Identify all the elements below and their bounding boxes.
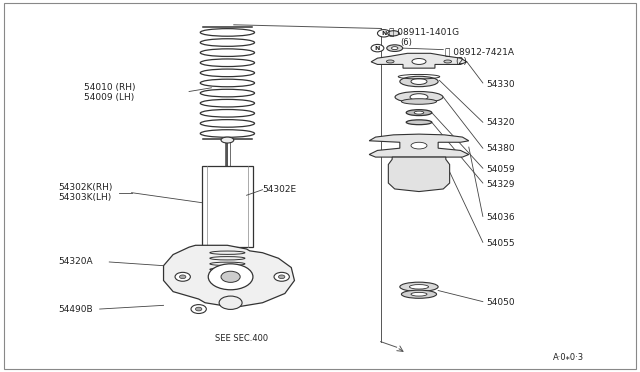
Ellipse shape (392, 46, 398, 49)
Circle shape (219, 296, 242, 310)
Ellipse shape (411, 292, 427, 296)
Polygon shape (371, 53, 467, 68)
Text: N: N (381, 31, 387, 36)
Text: A·0⁎0·3: A·0⁎0·3 (553, 353, 584, 362)
Text: 54380: 54380 (486, 144, 515, 153)
Text: 54490B: 54490B (58, 305, 93, 314)
Text: 54010 (RH): 54010 (RH) (84, 83, 135, 92)
Circle shape (278, 275, 285, 279)
Text: 54302K(RH): 54302K(RH) (58, 183, 113, 192)
Text: 54320A: 54320A (58, 257, 93, 266)
Text: SEE SEC.400: SEE SEC.400 (214, 334, 268, 343)
Ellipse shape (414, 111, 424, 114)
Circle shape (179, 275, 186, 279)
Text: 54303K(LH): 54303K(LH) (58, 193, 111, 202)
Text: 54050: 54050 (486, 298, 515, 307)
Ellipse shape (401, 99, 436, 104)
Ellipse shape (406, 110, 432, 116)
Circle shape (191, 305, 206, 314)
Ellipse shape (401, 290, 436, 298)
Text: 54009 (LH): 54009 (LH) (84, 93, 134, 102)
Ellipse shape (412, 58, 426, 64)
Ellipse shape (410, 285, 429, 289)
Ellipse shape (387, 60, 394, 63)
Text: 54036: 54036 (486, 213, 515, 222)
Text: (6): (6) (400, 38, 412, 47)
Circle shape (175, 272, 190, 281)
Ellipse shape (221, 137, 234, 143)
Ellipse shape (411, 78, 427, 84)
Text: 54055: 54055 (486, 239, 515, 248)
Polygon shape (164, 245, 294, 307)
Text: 54330: 54330 (486, 80, 515, 89)
Text: N: N (375, 46, 380, 51)
Ellipse shape (410, 94, 428, 100)
Text: 54059: 54059 (486, 165, 515, 174)
Ellipse shape (400, 76, 438, 87)
Text: ⓓ 08912-7421A: ⓓ 08912-7421A (445, 47, 513, 56)
Ellipse shape (388, 31, 399, 36)
Ellipse shape (400, 282, 438, 291)
Polygon shape (369, 134, 468, 157)
Text: 54329: 54329 (486, 180, 515, 189)
Ellipse shape (387, 45, 403, 51)
Circle shape (274, 272, 289, 281)
Ellipse shape (444, 60, 452, 63)
Text: 54302E: 54302E (262, 185, 297, 194)
Circle shape (378, 30, 390, 37)
Text: 54320: 54320 (486, 119, 515, 128)
FancyBboxPatch shape (202, 166, 253, 247)
Ellipse shape (395, 92, 443, 103)
Circle shape (221, 271, 240, 282)
Circle shape (195, 307, 202, 311)
Text: ⓓ 08911-1401G: ⓓ 08911-1401G (389, 28, 459, 37)
Text: (2): (2) (456, 57, 467, 66)
Polygon shape (388, 157, 450, 192)
Ellipse shape (406, 120, 432, 125)
Circle shape (371, 44, 384, 52)
Circle shape (208, 264, 253, 290)
Ellipse shape (411, 142, 427, 149)
